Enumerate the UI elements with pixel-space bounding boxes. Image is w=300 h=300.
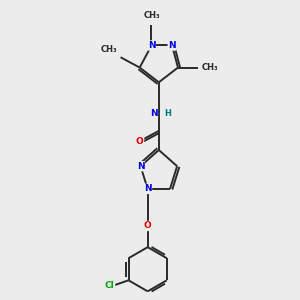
Text: N: N [150, 109, 157, 118]
Text: N: N [168, 41, 176, 50]
Text: O: O [144, 221, 152, 230]
Text: N: N [137, 162, 144, 171]
Text: H: H [164, 109, 171, 118]
Text: CH₃: CH₃ [143, 11, 160, 20]
Text: N: N [148, 41, 155, 50]
Text: O: O [136, 137, 144, 146]
Text: CH₃: CH₃ [100, 45, 117, 54]
Text: CH₃: CH₃ [201, 63, 218, 72]
Text: N: N [144, 184, 152, 194]
Text: Cl: Cl [105, 281, 115, 290]
